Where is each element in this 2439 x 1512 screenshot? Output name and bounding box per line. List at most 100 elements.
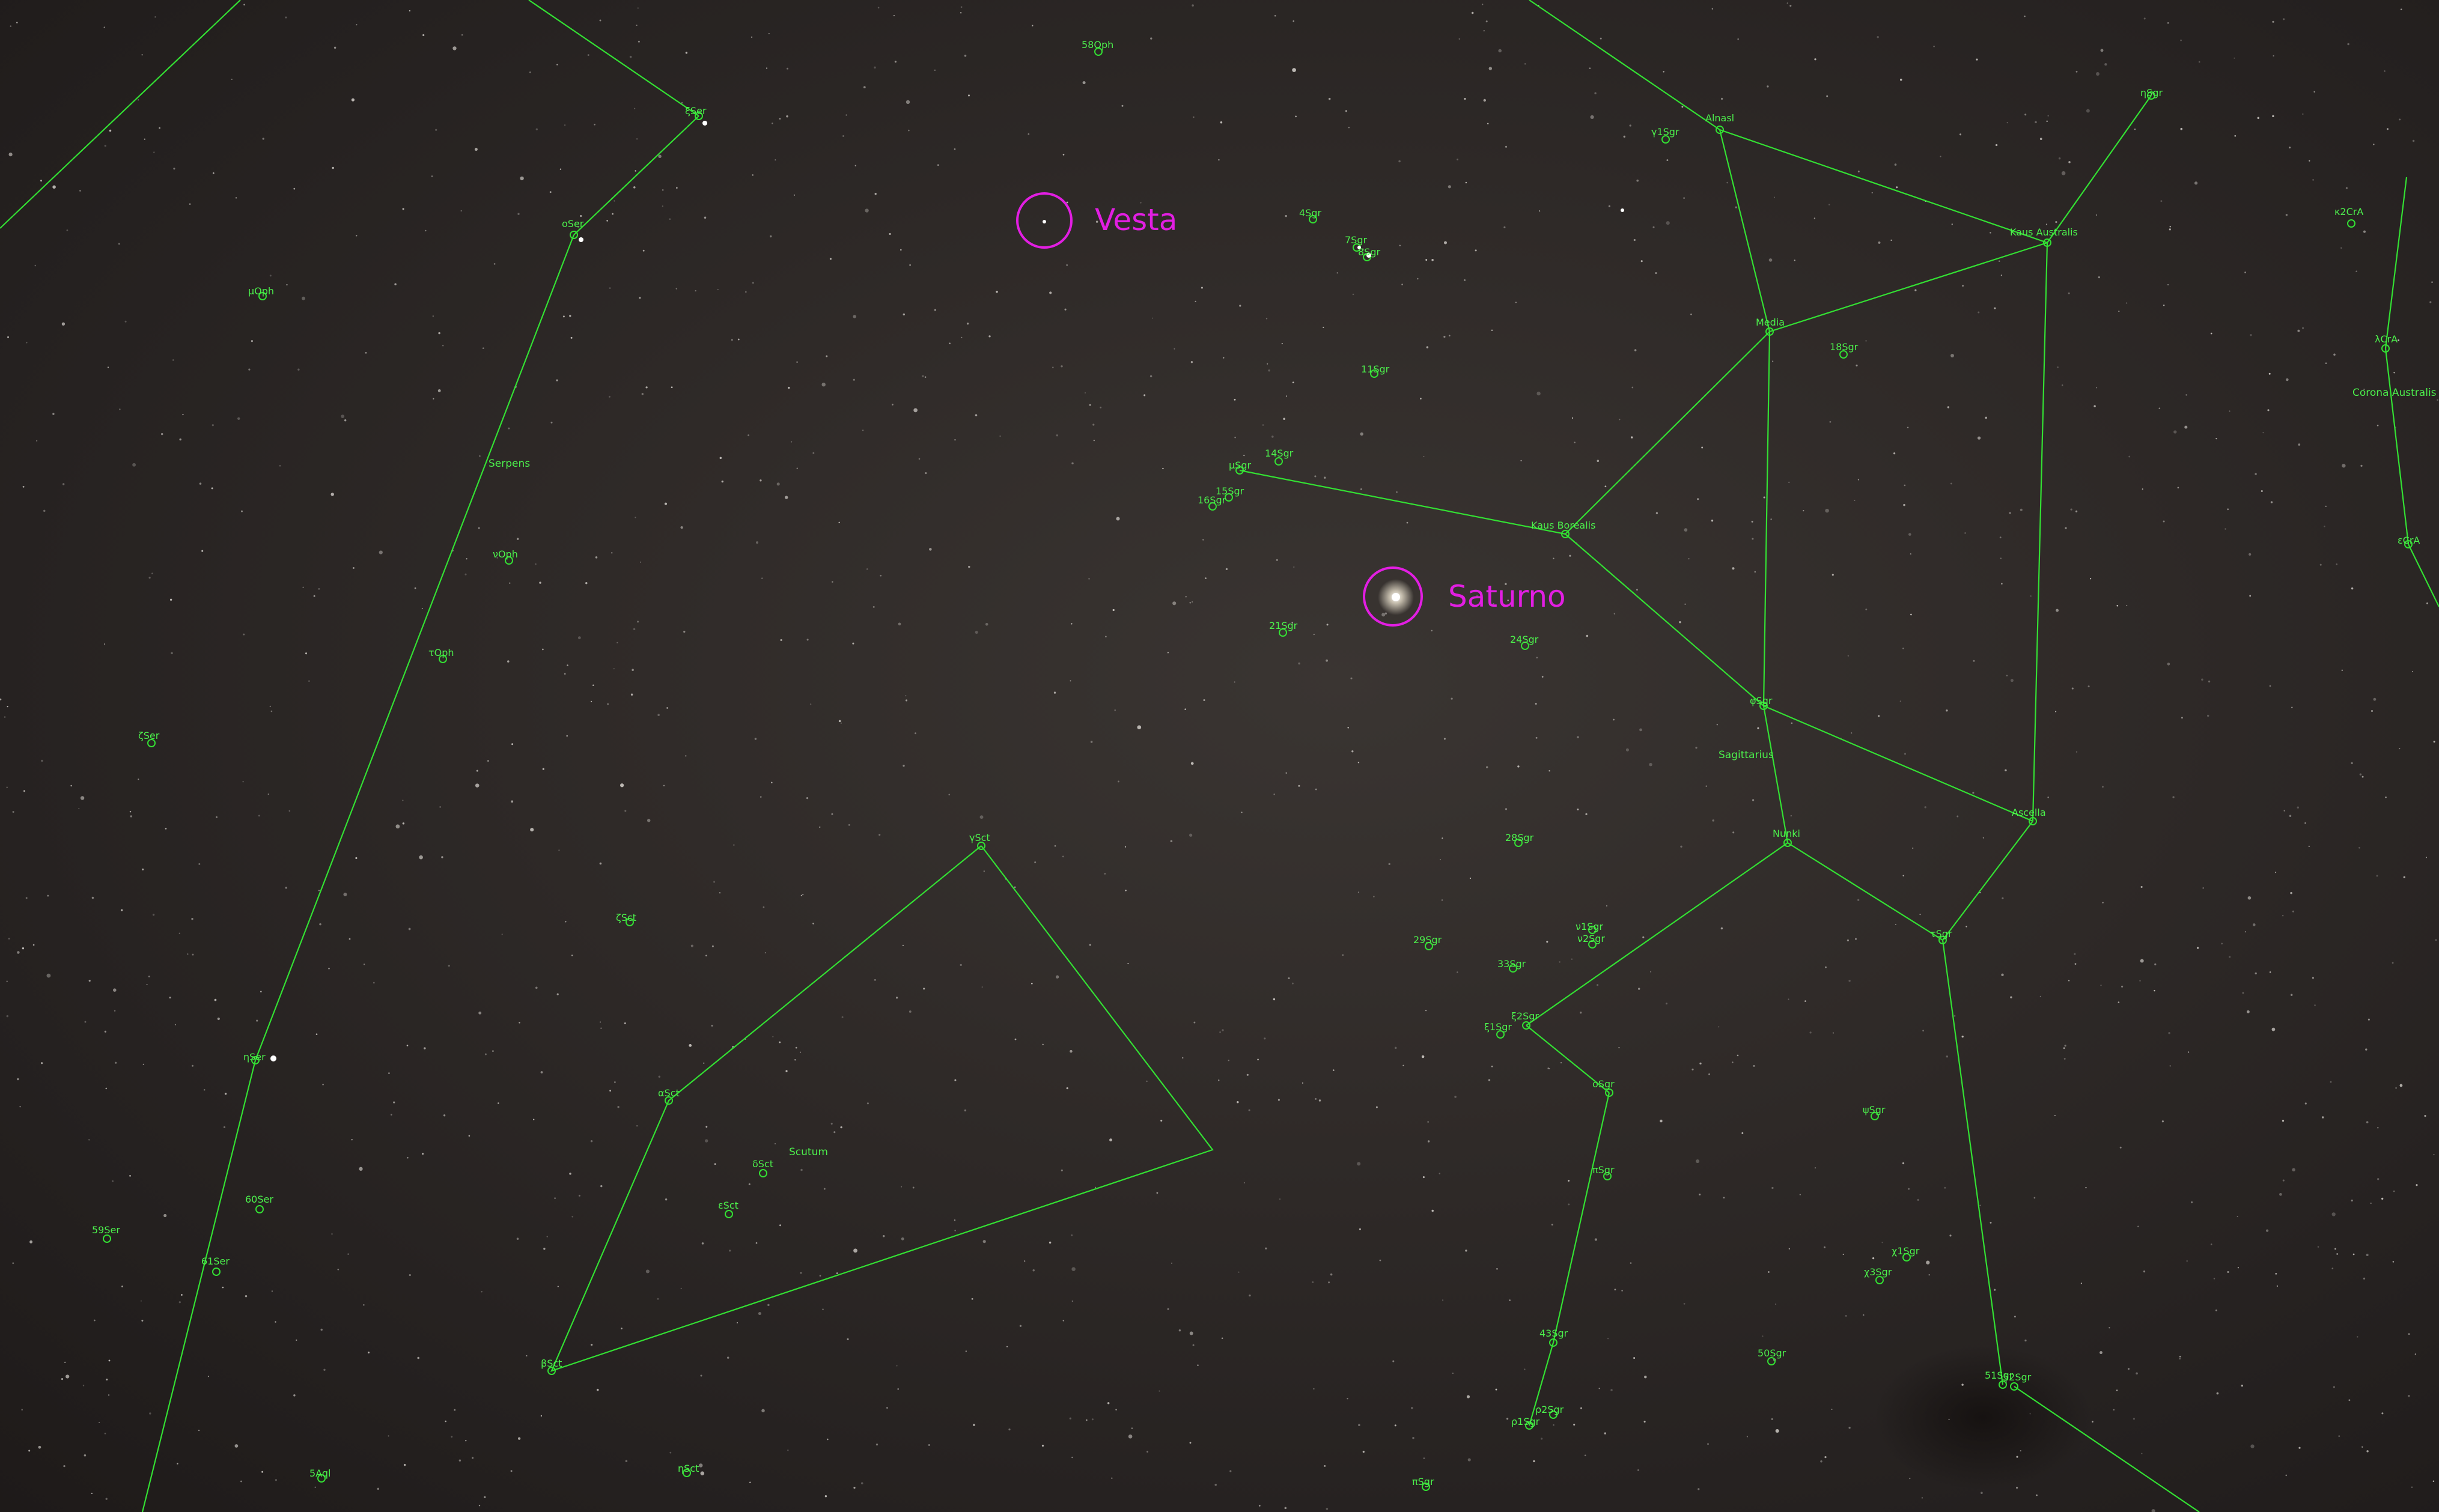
background-star (2331, 1268, 2334, 1269)
background-star (796, 467, 798, 469)
background-star (1189, 1442, 1192, 1444)
background-star (793, 194, 796, 196)
background-star (633, 186, 636, 189)
background-star (1863, 1314, 1865, 1316)
background-star (517, 213, 520, 215)
background-star (1548, 1067, 1550, 1070)
background-star (968, 565, 970, 568)
background-star (999, 435, 1001, 437)
background-star (592, 684, 594, 687)
background-star (1606, 905, 1608, 907)
background-star (1679, 621, 1681, 624)
background-star (1288, 977, 1290, 980)
background-star (565, 921, 567, 923)
background-star (1248, 1109, 1250, 1111)
background-star (1621, 1290, 1623, 1292)
background-star (142, 1063, 144, 1065)
background-star (1092, 424, 1095, 426)
background-star (1825, 508, 1829, 513)
background-star (2186, 1260, 2188, 1262)
background-star (118, 243, 120, 245)
background-star (600, 1185, 603, 1188)
background-star (736, 1322, 738, 1324)
background-star (2109, 1327, 2110, 1329)
background-star (407, 1156, 409, 1159)
background-star (1276, 559, 1278, 561)
background-star (7, 706, 8, 708)
background-star (152, 914, 155, 916)
background-star (1832, 1032, 1834, 1034)
star-label: 4Sgr (1299, 207, 1321, 219)
background-star (199, 482, 202, 485)
background-star (442, 345, 444, 347)
background-star (2087, 685, 2090, 688)
background-star (800, 894, 803, 897)
background-star (2268, 372, 2271, 375)
background-star (700, 1374, 702, 1377)
background-star (1347, 1397, 1348, 1400)
background-star (1190, 762, 1194, 765)
background-star (1328, 97, 1331, 100)
background-star (2333, 353, 2336, 356)
background-star (2325, 362, 2327, 364)
background-star (966, 323, 969, 325)
background-star (640, 561, 642, 563)
background-star (800, 1051, 802, 1053)
background-star (1167, 1308, 1169, 1310)
background-star (906, 100, 910, 105)
background-star (2244, 272, 2247, 273)
background-star (1768, 258, 1773, 262)
star-marker (2404, 540, 2413, 548)
background-star (302, 586, 304, 588)
background-star (2169, 225, 2172, 228)
background-star (1156, 1192, 1159, 1194)
star-label: ζSct (616, 912, 636, 923)
background-star (2271, 1027, 2276, 1031)
background-star (550, 421, 553, 424)
background-star (854, 165, 856, 166)
background-star (1586, 634, 1589, 637)
background-star (2096, 387, 2098, 389)
background-star (1950, 482, 1952, 485)
background-star (1348, 127, 1350, 129)
background-star (2033, 1197, 2036, 1199)
star-label: 15Sgr (1216, 485, 1244, 497)
background-star (1028, 133, 1030, 135)
background-star (1239, 305, 1241, 307)
background-star (1505, 145, 1508, 148)
background-star (983, 870, 985, 872)
background-star (1466, 1395, 1470, 1398)
background-star (2255, 473, 2257, 475)
background-star (1485, 20, 1488, 23)
background-star (840, 1126, 842, 1129)
background-star (451, 1436, 453, 1438)
background-star (1056, 434, 1058, 437)
star-label: 51Sgr (1985, 1370, 2014, 1381)
background-star (91, 1492, 93, 1495)
background-star (1829, 421, 1832, 423)
background-star (1636, 179, 1639, 182)
background-star (520, 176, 524, 181)
background-star (629, 55, 632, 58)
background-star (703, 1062, 705, 1064)
background-star (187, 953, 189, 955)
background-star (1070, 1049, 1073, 1053)
background-star (1488, 67, 1493, 70)
background-star (41, 1062, 43, 1064)
background-star (700, 1471, 705, 1475)
star-label: νOph (493, 548, 518, 560)
star-marker (147, 739, 156, 747)
background-star (1825, 966, 1827, 968)
background-star (2358, 846, 2360, 849)
background-star (1352, 293, 1354, 296)
background-star (2377, 424, 2379, 427)
background-star (2272, 20, 2274, 23)
background-star (2068, 292, 2070, 294)
background-star (172, 359, 174, 361)
background-star (1847, 939, 1849, 942)
background-star (1910, 613, 1912, 616)
background-star (954, 439, 956, 441)
background-star (2039, 138, 2042, 141)
star-marker (1521, 642, 1529, 650)
background-star (852, 642, 854, 645)
